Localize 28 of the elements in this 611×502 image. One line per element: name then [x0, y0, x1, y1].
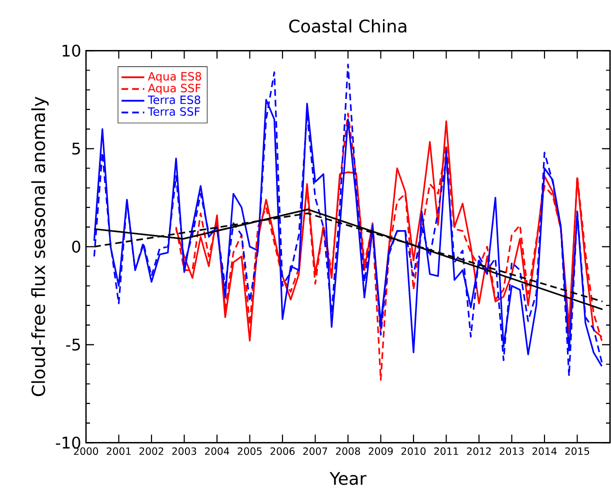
legend-label: Terra ES8	[148, 96, 200, 104]
x-tick-label: 2014	[532, 447, 557, 455]
x-axis-title: Year	[330, 472, 366, 485]
x-tick-label: 2012	[467, 447, 491, 455]
x-tick-label: 2002	[140, 447, 164, 455]
y-tick-label: -5	[66, 338, 80, 351]
x-tick-label: 2001	[106, 447, 131, 455]
x-tick-label: 2010	[402, 447, 426, 455]
x-tick-label: 2000	[74, 447, 98, 455]
legend-label: Aqua SSF	[148, 84, 201, 95]
legend-label: Terra SSF	[148, 107, 200, 116]
x-tick-label: 2011	[434, 447, 458, 455]
y-tick-label: 10	[62, 44, 80, 57]
y-axis-title: Cloud-free flux seasonal anomaly	[31, 96, 49, 396]
x-tick-label: 2015	[565, 447, 590, 455]
chart-title: Coastal China	[289, 19, 406, 33]
x-tick-label: 2004	[205, 447, 230, 455]
legend-label: Aqua ES8	[148, 72, 202, 83]
y-tick-label: -10	[56, 436, 80, 449]
x-tick-label: 2013	[500, 447, 524, 455]
y-tick-label: 0	[72, 240, 80, 253]
y-tick-label: 5	[72, 142, 80, 155]
x-tick-label: 2006	[270, 447, 295, 455]
x-tick-label: 2009	[368, 447, 393, 455]
x-tick-label: 2005	[238, 447, 262, 455]
x-tick-label: 2008	[336, 447, 360, 455]
x-tick-label: 2007	[303, 447, 328, 455]
x-tick-label: 2003	[172, 447, 196, 455]
